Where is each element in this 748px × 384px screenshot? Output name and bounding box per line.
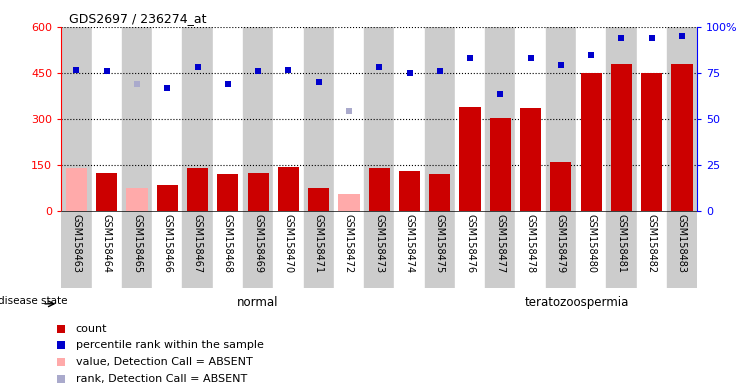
Bar xyxy=(308,188,329,211)
Text: GSM158470: GSM158470 xyxy=(283,214,293,273)
Bar xyxy=(91,211,122,288)
Bar xyxy=(126,188,147,211)
Text: GSM158480: GSM158480 xyxy=(586,214,596,273)
Bar xyxy=(243,211,273,288)
Text: GSM158465: GSM158465 xyxy=(132,214,142,273)
Bar xyxy=(580,73,601,211)
Text: GSM158479: GSM158479 xyxy=(556,214,566,273)
Bar xyxy=(455,27,485,211)
Bar xyxy=(607,27,637,211)
Bar xyxy=(485,211,515,288)
Bar xyxy=(304,27,334,211)
Bar xyxy=(248,173,269,211)
Bar xyxy=(394,27,425,211)
Bar xyxy=(96,173,117,211)
Bar xyxy=(334,211,364,288)
Text: GSM158464: GSM158464 xyxy=(102,214,111,273)
Bar xyxy=(183,211,212,288)
Text: GDS2697 / 236274_at: GDS2697 / 236274_at xyxy=(69,12,206,25)
Text: GSM158466: GSM158466 xyxy=(162,214,172,273)
Bar xyxy=(459,107,481,211)
Bar xyxy=(490,118,511,211)
Text: GSM158477: GSM158477 xyxy=(495,214,506,273)
Bar xyxy=(515,27,546,211)
Bar xyxy=(212,27,243,211)
Text: normal: normal xyxy=(237,296,278,309)
Bar xyxy=(551,162,571,211)
Text: GSM158473: GSM158473 xyxy=(374,214,384,273)
Bar xyxy=(152,211,183,288)
Text: GSM158478: GSM158478 xyxy=(526,214,536,273)
Bar xyxy=(278,167,299,211)
Bar xyxy=(611,64,632,211)
Text: value, Detection Call = ABSENT: value, Detection Call = ABSENT xyxy=(76,357,253,367)
Bar xyxy=(122,27,152,211)
Text: GSM158482: GSM158482 xyxy=(647,214,657,273)
Bar xyxy=(515,211,546,288)
Bar xyxy=(425,27,455,211)
Bar xyxy=(212,211,243,288)
Text: GSM158481: GSM158481 xyxy=(616,214,626,273)
Bar xyxy=(607,211,637,288)
Bar xyxy=(672,64,693,211)
Bar xyxy=(425,211,455,288)
Text: teratozoospermia: teratozoospermia xyxy=(524,296,628,309)
Bar xyxy=(273,27,304,211)
Text: rank, Detection Call = ABSENT: rank, Detection Call = ABSENT xyxy=(76,374,247,384)
Bar xyxy=(637,27,667,211)
Bar xyxy=(546,211,576,288)
Bar xyxy=(394,211,425,288)
Bar xyxy=(576,27,607,211)
Bar xyxy=(61,27,91,211)
Text: GSM158483: GSM158483 xyxy=(677,214,687,273)
Bar xyxy=(429,174,450,211)
Bar xyxy=(485,27,515,211)
Bar xyxy=(667,211,697,288)
Bar xyxy=(455,211,485,288)
Text: GSM158472: GSM158472 xyxy=(344,214,354,273)
Text: count: count xyxy=(76,324,107,334)
Bar xyxy=(369,168,390,211)
Text: GSM158468: GSM158468 xyxy=(223,214,233,273)
Text: GSM158463: GSM158463 xyxy=(72,214,82,273)
Text: percentile rank within the sample: percentile rank within the sample xyxy=(76,340,263,350)
Bar xyxy=(576,211,607,288)
Bar xyxy=(667,27,697,211)
Bar xyxy=(183,27,212,211)
Bar xyxy=(641,73,662,211)
Bar xyxy=(122,211,152,288)
Bar xyxy=(273,211,304,288)
Bar xyxy=(520,108,542,211)
Bar xyxy=(364,211,394,288)
Text: disease state: disease state xyxy=(0,296,67,306)
Bar xyxy=(334,27,364,211)
Text: GSM158469: GSM158469 xyxy=(253,214,263,273)
Bar xyxy=(187,168,208,211)
Bar xyxy=(546,27,576,211)
Bar xyxy=(91,27,122,211)
Bar xyxy=(399,171,420,211)
Text: GSM158467: GSM158467 xyxy=(192,214,203,273)
Bar xyxy=(217,174,239,211)
Bar xyxy=(338,194,360,211)
Bar xyxy=(61,211,91,288)
Bar xyxy=(66,168,87,211)
Bar xyxy=(364,27,394,211)
Bar xyxy=(243,27,273,211)
Bar xyxy=(156,185,178,211)
Text: GSM158471: GSM158471 xyxy=(313,214,324,273)
Text: GSM158475: GSM158475 xyxy=(435,214,445,273)
Bar xyxy=(152,27,183,211)
Text: GSM158474: GSM158474 xyxy=(405,214,414,273)
Bar xyxy=(637,211,667,288)
Bar xyxy=(304,211,334,288)
Text: GSM158476: GSM158476 xyxy=(465,214,475,273)
